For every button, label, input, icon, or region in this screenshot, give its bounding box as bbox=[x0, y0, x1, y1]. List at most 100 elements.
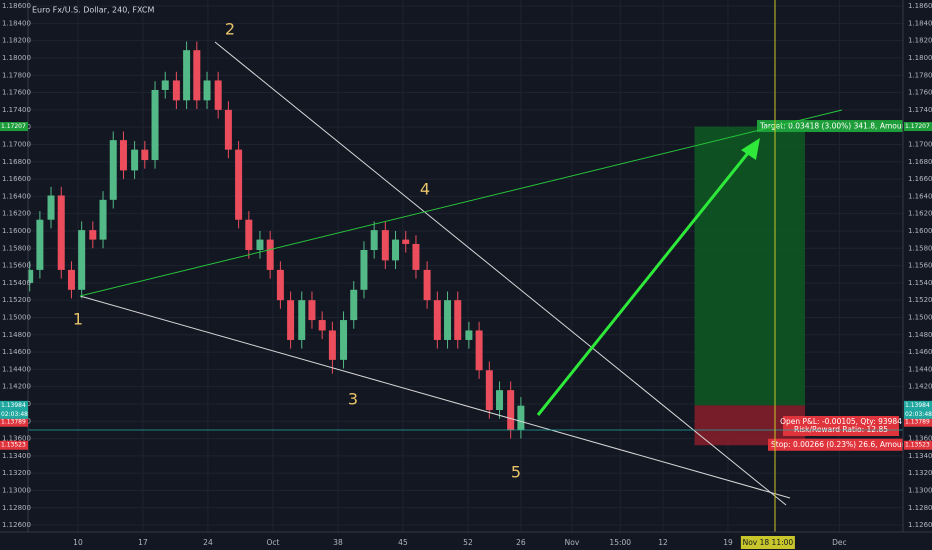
y-tick-label: 1.18600 bbox=[908, 2, 932, 10]
y-tick-label: 1.13400 bbox=[2, 452, 31, 460]
candle-body bbox=[193, 50, 201, 101]
y-tick-label: 1.16800 bbox=[908, 158, 932, 166]
y-tick-label: 1.12800 bbox=[908, 504, 932, 512]
price-marker bbox=[0, 440, 28, 450]
y-tick-label: 1.13400 bbox=[908, 452, 932, 460]
candles bbox=[26, 41, 525, 439]
y-tick-label: 1.14200 bbox=[908, 383, 932, 391]
candle-body bbox=[109, 140, 117, 200]
y-tick-label: 1.17800 bbox=[908, 71, 932, 79]
price-marker-countdown: 02:03:48 bbox=[905, 411, 932, 418]
candle-body bbox=[328, 330, 336, 360]
stop-box bbox=[768, 438, 903, 451]
price-marker-label: 1.13523 bbox=[905, 442, 930, 449]
candle-body bbox=[99, 199, 107, 240]
price-marker bbox=[0, 122, 28, 132]
candle-body bbox=[381, 230, 389, 261]
y-tick-label: 1.13600 bbox=[908, 435, 932, 443]
trend-line bbox=[79, 295, 791, 499]
y-tick-label: 1.14800 bbox=[2, 331, 31, 339]
price-marker-label: 1.13523 bbox=[1, 442, 26, 449]
x-tick-label: 24 bbox=[203, 538, 213, 547]
y-tick-label: 1.16000 bbox=[2, 227, 31, 235]
candle-body bbox=[287, 300, 295, 340]
y-tick-label: 1.17400 bbox=[908, 106, 932, 114]
price-marker-label: 1.17207 bbox=[1, 123, 26, 130]
pnl-label: Open P&L: -0.00105, Qty: 93984 bbox=[780, 417, 902, 426]
candle-body bbox=[370, 230, 378, 250]
x-tick-label: 38 bbox=[333, 538, 343, 547]
y-tick-label: 1.13000 bbox=[2, 486, 31, 494]
candle-body bbox=[423, 269, 431, 301]
drawings bbox=[28, 0, 903, 532]
candle-body bbox=[67, 269, 75, 290]
y-tick-label: 1.15000 bbox=[2, 313, 31, 321]
candle-body bbox=[47, 195, 55, 220]
y-tick-label: 1.17000 bbox=[2, 140, 31, 148]
x-tick-label: 52 bbox=[463, 538, 473, 547]
y-tick-label: 1.13600 bbox=[2, 435, 31, 443]
price-marker-label: 1.13984 bbox=[905, 402, 930, 409]
x-tick-label: 26 bbox=[516, 538, 526, 547]
profit-zone bbox=[694, 126, 806, 406]
candle-body bbox=[141, 149, 149, 161]
y-tick-label: 1.14600 bbox=[2, 348, 31, 356]
candle-body bbox=[203, 80, 211, 101]
y-tick-label: 1.16800 bbox=[2, 158, 31, 166]
y-tick-label: 1.16400 bbox=[2, 192, 31, 200]
trend-line bbox=[79, 109, 843, 297]
y-tick-label: 1.16600 bbox=[2, 175, 31, 183]
y-tick-label: 1.14800 bbox=[908, 331, 932, 339]
candle-body bbox=[475, 330, 483, 371]
left-axis bbox=[0, 0, 28, 550]
candle-body bbox=[444, 300, 452, 340]
y-tick-label: 1.13000 bbox=[908, 486, 932, 494]
candle-body bbox=[507, 390, 515, 430]
candle-body bbox=[235, 149, 243, 220]
y-tick-label: 1.17400 bbox=[2, 106, 31, 114]
x-tick-label: 12 bbox=[658, 538, 668, 547]
candle-body bbox=[172, 80, 180, 101]
candle-body bbox=[131, 149, 139, 171]
candle-body bbox=[392, 239, 400, 261]
y-tick-label: 1.13200 bbox=[908, 469, 932, 477]
candle-body bbox=[308, 300, 316, 321]
candle-body bbox=[245, 219, 253, 250]
candle-body bbox=[350, 289, 358, 321]
price-marker-countdown: 02:03:48 bbox=[1, 411, 28, 418]
trend-line bbox=[214, 41, 787, 506]
y-tick-label: 1.18200 bbox=[2, 37, 31, 45]
candle-body bbox=[465, 330, 473, 340]
y-tick-label: 1.15000 bbox=[908, 313, 932, 321]
candle-body bbox=[412, 243, 420, 270]
y-tick-label: 1.16000 bbox=[908, 227, 932, 235]
y-tick-label: 1.14400 bbox=[2, 365, 31, 373]
wave-label: 1 bbox=[73, 310, 83, 329]
y-tick-label: 1.17600 bbox=[2, 89, 31, 97]
target-box bbox=[757, 120, 903, 133]
candle-body bbox=[183, 50, 191, 101]
y-tick-label: 1.15600 bbox=[2, 262, 31, 270]
y-tick-label: 1.16600 bbox=[908, 175, 932, 183]
candle-body bbox=[402, 239, 410, 244]
y-tick-label: 1.15200 bbox=[908, 296, 932, 304]
stop-label: Stop: 0.00266 (0.23%) 26.6, Amount: 7 - … bbox=[771, 440, 932, 449]
pnl-box bbox=[783, 416, 899, 436]
candle-body bbox=[318, 320, 326, 331]
arrow bbox=[536, 147, 754, 416]
price-marker-label: 1.13789 bbox=[905, 419, 930, 426]
target-label: Target: 0.03418 (3.00%) 341.8, Amount: 4… bbox=[759, 122, 924, 131]
y-tick-label: 1.15400 bbox=[2, 279, 31, 287]
y-tick-label: 1.14200 bbox=[2, 383, 31, 391]
candle-body bbox=[298, 300, 306, 340]
y-tick-label: 1.16200 bbox=[2, 210, 31, 218]
x-tick-label: 10 bbox=[73, 538, 83, 547]
candle-body bbox=[266, 239, 274, 270]
y-tick-label: 1.14400 bbox=[908, 365, 932, 373]
y-tick-label: 1.17600 bbox=[908, 89, 932, 97]
price-marker bbox=[904, 417, 932, 427]
wave-label: 3 bbox=[348, 390, 358, 409]
y-tick-label: 1.18000 bbox=[2, 54, 31, 62]
